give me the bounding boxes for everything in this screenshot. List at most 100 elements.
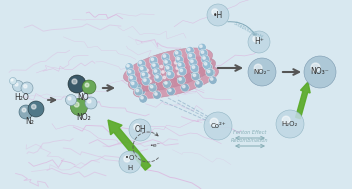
Circle shape [130, 71, 138, 80]
FancyArrow shape [296, 82, 310, 119]
Circle shape [203, 57, 211, 66]
Circle shape [175, 61, 177, 64]
Circle shape [163, 59, 171, 67]
Circle shape [198, 43, 206, 52]
Circle shape [164, 82, 167, 84]
Circle shape [146, 73, 154, 81]
Circle shape [179, 78, 181, 80]
Text: Fenton Effect: Fenton Effect [233, 130, 267, 135]
Circle shape [189, 54, 191, 57]
Circle shape [166, 70, 175, 79]
Circle shape [201, 51, 204, 53]
Text: Recombination: Recombination [231, 138, 269, 143]
Circle shape [140, 71, 149, 80]
Circle shape [253, 36, 259, 42]
Circle shape [175, 56, 183, 64]
Circle shape [162, 53, 170, 61]
Circle shape [181, 78, 183, 80]
Circle shape [119, 151, 141, 173]
Circle shape [134, 88, 143, 96]
Text: Stabilize pH: Stabilize pH [233, 20, 263, 40]
Circle shape [154, 70, 157, 72]
Circle shape [200, 49, 208, 57]
Circle shape [142, 73, 145, 76]
Circle shape [162, 71, 164, 73]
Circle shape [131, 77, 140, 85]
Circle shape [149, 56, 158, 65]
Circle shape [188, 61, 197, 70]
Circle shape [137, 81, 139, 84]
Circle shape [210, 78, 213, 80]
Circle shape [146, 69, 149, 72]
Circle shape [11, 79, 13, 81]
Text: Co²⁺: Co²⁺ [210, 123, 226, 129]
Circle shape [196, 81, 199, 84]
Text: H: H [127, 165, 133, 171]
Circle shape [125, 63, 133, 71]
Circle shape [131, 82, 134, 85]
Circle shape [187, 48, 190, 51]
Circle shape [189, 58, 191, 60]
Circle shape [174, 50, 182, 58]
Circle shape [144, 67, 153, 76]
Circle shape [311, 63, 320, 72]
Text: NO₂: NO₂ [77, 114, 92, 122]
Text: •O: •O [125, 155, 135, 161]
Circle shape [72, 79, 77, 84]
Circle shape [173, 60, 181, 68]
Circle shape [282, 116, 290, 124]
Circle shape [190, 67, 198, 75]
Circle shape [200, 45, 202, 48]
Circle shape [192, 66, 195, 68]
FancyArrow shape [108, 120, 151, 170]
Circle shape [176, 67, 178, 70]
Circle shape [248, 58, 276, 86]
Circle shape [160, 65, 163, 68]
Circle shape [10, 77, 17, 84]
Circle shape [203, 61, 211, 69]
Circle shape [156, 76, 158, 78]
Circle shape [28, 101, 44, 117]
Circle shape [134, 124, 140, 130]
Circle shape [191, 72, 200, 81]
Circle shape [132, 73, 134, 75]
Circle shape [181, 84, 189, 92]
Circle shape [140, 67, 143, 70]
Circle shape [207, 70, 210, 73]
Circle shape [163, 80, 171, 88]
Circle shape [177, 57, 180, 60]
Circle shape [151, 77, 153, 80]
Circle shape [133, 82, 141, 91]
Circle shape [166, 81, 169, 84]
Circle shape [208, 70, 211, 73]
Text: NO: NO [77, 92, 89, 101]
Circle shape [82, 80, 96, 94]
Ellipse shape [124, 48, 213, 84]
Circle shape [32, 105, 36, 109]
Circle shape [127, 69, 135, 77]
Circle shape [182, 85, 185, 88]
Ellipse shape [133, 66, 219, 98]
Circle shape [70, 98, 88, 115]
Circle shape [207, 4, 229, 26]
Circle shape [85, 97, 97, 109]
FancyArrowPatch shape [228, 22, 256, 37]
Circle shape [136, 89, 139, 92]
Circle shape [201, 55, 209, 63]
Circle shape [187, 56, 195, 64]
Text: OH: OH [134, 125, 146, 135]
Circle shape [130, 80, 138, 89]
Circle shape [124, 156, 130, 162]
Circle shape [15, 83, 18, 86]
Circle shape [139, 65, 147, 74]
Circle shape [139, 95, 147, 103]
Circle shape [190, 64, 199, 72]
Circle shape [191, 68, 194, 71]
Circle shape [142, 77, 150, 85]
Circle shape [176, 71, 184, 79]
Circle shape [254, 64, 262, 72]
Circle shape [151, 83, 159, 92]
Circle shape [152, 64, 155, 66]
Circle shape [24, 85, 27, 88]
Circle shape [166, 66, 169, 69]
